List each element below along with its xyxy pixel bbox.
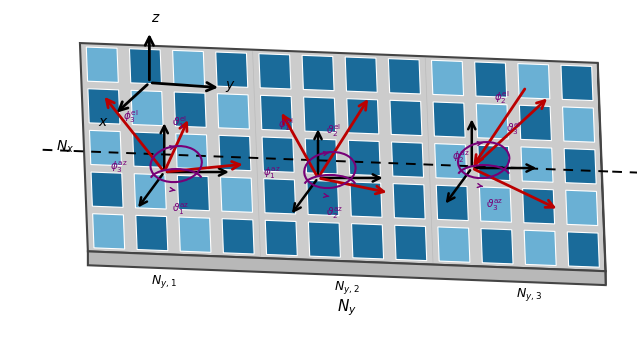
Polygon shape xyxy=(265,220,297,256)
Polygon shape xyxy=(93,214,125,249)
Polygon shape xyxy=(129,49,161,84)
Polygon shape xyxy=(435,144,467,179)
Polygon shape xyxy=(393,184,425,219)
Polygon shape xyxy=(476,104,508,139)
Polygon shape xyxy=(564,149,596,184)
Polygon shape xyxy=(395,225,427,261)
Polygon shape xyxy=(221,177,253,212)
Polygon shape xyxy=(561,65,593,101)
Polygon shape xyxy=(475,62,507,97)
Polygon shape xyxy=(347,99,379,134)
Text: $N_{y,2}$: $N_{y,2}$ xyxy=(334,279,360,296)
Polygon shape xyxy=(131,90,163,126)
Polygon shape xyxy=(91,172,123,208)
Polygon shape xyxy=(563,107,595,142)
Polygon shape xyxy=(308,222,340,257)
Text: $\phi_3^{\rm az}$: $\phi_3^{\rm az}$ xyxy=(109,160,127,175)
Polygon shape xyxy=(262,137,294,172)
Polygon shape xyxy=(88,89,120,124)
Text: $y$: $y$ xyxy=(225,79,236,94)
Polygon shape xyxy=(134,174,166,209)
Polygon shape xyxy=(307,180,339,215)
Polygon shape xyxy=(521,147,553,182)
Text: $z$: $z$ xyxy=(152,11,161,25)
Polygon shape xyxy=(520,105,552,141)
Text: $\phi_1^{\rm el}$: $\phi_1^{\rm el}$ xyxy=(278,117,294,133)
Polygon shape xyxy=(345,57,377,92)
Text: $\vartheta_1^{\rm el}$: $\vartheta_1^{\rm el}$ xyxy=(172,115,187,132)
Polygon shape xyxy=(350,182,382,217)
Polygon shape xyxy=(392,142,424,177)
Polygon shape xyxy=(351,223,383,259)
Text: $\phi_2^{\rm el}$: $\phi_2^{\rm el}$ xyxy=(493,89,509,105)
Polygon shape xyxy=(80,43,605,271)
Text: $\vartheta_3^{\rm el}$: $\vartheta_3^{\rm el}$ xyxy=(506,120,520,137)
Polygon shape xyxy=(524,230,556,265)
Text: $\vartheta_2^{\rm az}$: $\vartheta_2^{\rm az}$ xyxy=(326,205,343,221)
Polygon shape xyxy=(481,229,513,264)
Polygon shape xyxy=(567,232,599,267)
Text: $N_y$: $N_y$ xyxy=(337,297,356,318)
Text: $\phi_3^{\rm el}$: $\phi_3^{\rm el}$ xyxy=(123,109,138,125)
Polygon shape xyxy=(431,60,463,96)
Text: $N_{y,1}$: $N_{y,1}$ xyxy=(152,272,177,289)
Text: $\phi_1^{\rm az}$: $\phi_1^{\rm az}$ xyxy=(264,166,281,181)
Polygon shape xyxy=(433,102,465,137)
Polygon shape xyxy=(478,145,510,180)
Polygon shape xyxy=(136,215,168,251)
Text: $N_{y,3}$: $N_{y,3}$ xyxy=(516,286,542,303)
Polygon shape xyxy=(259,54,291,89)
Polygon shape xyxy=(518,64,550,99)
Text: $\vartheta_2^{\rm el}$: $\vartheta_2^{\rm el}$ xyxy=(326,122,341,139)
Polygon shape xyxy=(219,135,251,171)
Polygon shape xyxy=(132,132,164,167)
Polygon shape xyxy=(174,92,206,127)
Polygon shape xyxy=(523,188,555,224)
Polygon shape xyxy=(90,130,122,166)
Text: $x$: $x$ xyxy=(99,116,109,129)
Polygon shape xyxy=(88,251,605,285)
Polygon shape xyxy=(177,175,209,211)
Polygon shape xyxy=(388,59,420,94)
Polygon shape xyxy=(173,50,205,86)
Polygon shape xyxy=(438,227,470,262)
Polygon shape xyxy=(218,94,250,129)
Polygon shape xyxy=(216,52,248,87)
Polygon shape xyxy=(305,139,337,174)
Polygon shape xyxy=(302,55,334,91)
Polygon shape xyxy=(566,190,598,226)
Polygon shape xyxy=(598,63,605,285)
Text: $N_x$: $N_x$ xyxy=(56,139,74,155)
Text: $\phi_2^{\rm az}$: $\phi_2^{\rm az}$ xyxy=(452,150,469,165)
Polygon shape xyxy=(479,187,511,222)
Text: $\vartheta_1^{\rm az}$: $\vartheta_1^{\rm az}$ xyxy=(172,201,189,217)
Polygon shape xyxy=(264,179,296,214)
Polygon shape xyxy=(260,95,292,131)
Polygon shape xyxy=(390,100,422,136)
Polygon shape xyxy=(176,134,208,169)
Polygon shape xyxy=(303,97,335,132)
Polygon shape xyxy=(436,185,468,221)
Polygon shape xyxy=(348,140,380,176)
Text: $\vartheta_3^{\rm az}$: $\vartheta_3^{\rm az}$ xyxy=(486,197,503,213)
Polygon shape xyxy=(222,219,254,254)
Polygon shape xyxy=(86,47,118,82)
Polygon shape xyxy=(179,217,211,252)
